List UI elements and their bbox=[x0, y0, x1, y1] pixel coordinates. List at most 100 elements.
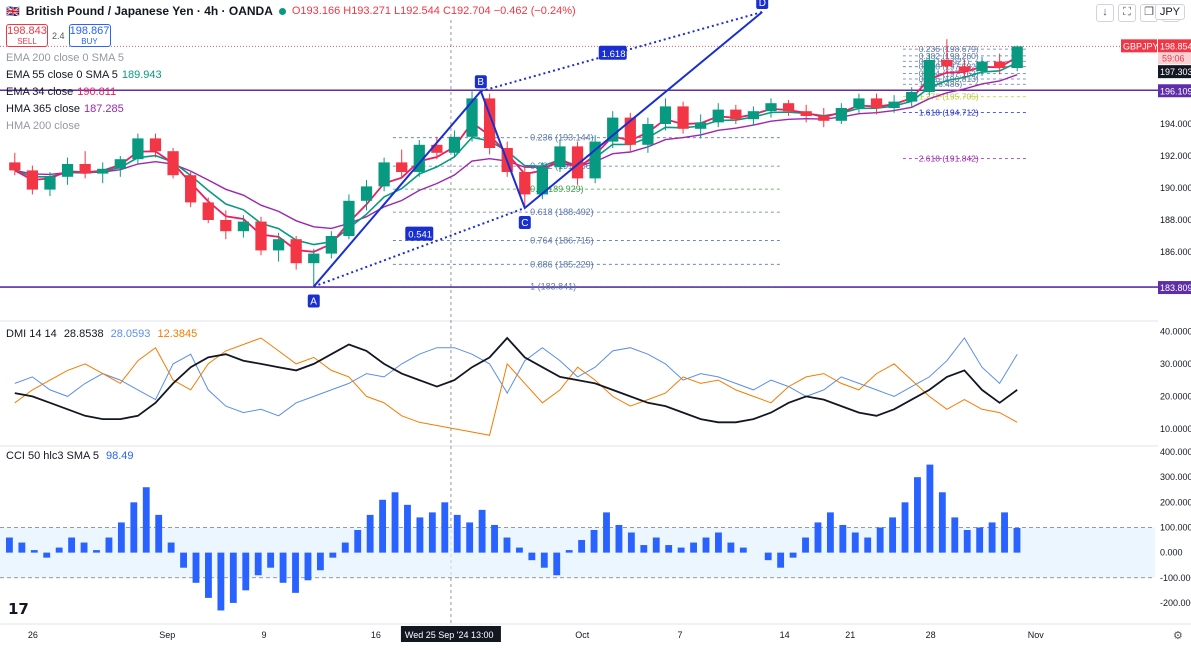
candle-body bbox=[800, 111, 812, 116]
candle bbox=[79, 151, 91, 179]
fib-extension-label: 0.618 (197.582) bbox=[919, 62, 979, 72]
legend-row[interactable]: EMA 55 close 0 SMA 5 189.943 bbox=[6, 69, 162, 81]
cci-bar bbox=[478, 509, 486, 553]
fib-extension-label: 0.236 (198.679) bbox=[919, 44, 979, 54]
candle bbox=[343, 194, 355, 240]
cci-bar bbox=[68, 537, 76, 553]
cci-bar bbox=[826, 512, 834, 553]
candle-body bbox=[642, 124, 654, 145]
pattern-point-label: D bbox=[759, 0, 766, 9]
candle-body bbox=[888, 101, 900, 108]
cci-bar bbox=[192, 552, 200, 583]
arrow-down-icon[interactable]: ↓ bbox=[1096, 4, 1114, 22]
cci-bar bbox=[105, 537, 113, 553]
expand-icon[interactable]: ⛶ bbox=[1118, 4, 1136, 22]
candle bbox=[870, 93, 883, 115]
cci-bar bbox=[926, 464, 934, 553]
candle-body bbox=[993, 61, 1006, 68]
cci-bar bbox=[43, 552, 51, 558]
cci-bar bbox=[727, 542, 735, 553]
cci-bar bbox=[777, 552, 785, 568]
restore-icon[interactable]: ❐ bbox=[1140, 4, 1158, 22]
pattern-point-label: B bbox=[477, 77, 484, 88]
sell-button[interactable]: 198.843 SELL bbox=[6, 24, 48, 47]
candle-body bbox=[114, 159, 126, 169]
candle bbox=[325, 231, 337, 259]
cci-bar bbox=[254, 552, 262, 576]
cci-value: 98.49 bbox=[106, 450, 134, 462]
cci-bar bbox=[528, 552, 536, 561]
legend-value: 189.943 bbox=[121, 69, 162, 81]
bar-timer-label: 59:06 bbox=[1162, 53, 1185, 63]
candle-body bbox=[1011, 46, 1023, 68]
candle bbox=[272, 232, 285, 262]
candle-body bbox=[220, 220, 232, 232]
cci-tick-label: 300.000 bbox=[1160, 472, 1191, 482]
cci-bar bbox=[914, 477, 921, 553]
cci-bar bbox=[180, 552, 187, 568]
cci-bar bbox=[739, 547, 747, 553]
candle bbox=[554, 140, 566, 172]
candle-body bbox=[325, 236, 337, 254]
legend-row[interactable]: HMA 365 close 187.285 bbox=[6, 103, 124, 115]
legend-row[interactable]: EMA 34 close 190.811 bbox=[6, 86, 116, 98]
candle-body bbox=[26, 170, 39, 190]
cci-bar bbox=[851, 532, 859, 553]
cci-bar bbox=[889, 517, 897, 553]
cci-bar bbox=[802, 537, 809, 553]
symbol-label-box bbox=[1121, 39, 1157, 53]
cci-bar bbox=[279, 552, 287, 583]
fib-extension-label: 0.886 (196.813) bbox=[919, 74, 979, 84]
ema-34-line bbox=[14, 56, 1018, 253]
candle bbox=[677, 101, 689, 134]
dmi-plus-value: 28.0593 bbox=[110, 328, 151, 340]
legend-row[interactable]: HMA 200 close bbox=[6, 120, 80, 132]
candle bbox=[290, 236, 302, 270]
price-tick-label: 194.000 bbox=[1160, 119, 1191, 129]
legend-label: EMA 34 close bbox=[6, 86, 74, 98]
candle-body bbox=[185, 175, 197, 203]
cci-bar bbox=[938, 492, 946, 553]
candle-body bbox=[290, 239, 302, 264]
cci-bar bbox=[130, 502, 138, 553]
time-tick-label: Sep bbox=[159, 630, 175, 640]
candle-body bbox=[378, 162, 390, 187]
candle-body bbox=[431, 144, 443, 153]
cci-bar bbox=[453, 514, 461, 553]
fib-level-label: 0.886 (185.229) bbox=[530, 259, 594, 269]
legend-row[interactable]: EMA 200 close 0 SMA 5 bbox=[6, 52, 124, 64]
cci-bar bbox=[839, 524, 847, 553]
cci-bar bbox=[304, 552, 312, 581]
cci-bar bbox=[142, 487, 150, 553]
timer-box bbox=[1158, 52, 1191, 65]
candle bbox=[466, 91, 478, 142]
cci-bar bbox=[316, 552, 324, 571]
hma-365-line bbox=[14, 74, 1018, 230]
dmi-tick-label: 30.0000 bbox=[1160, 359, 1191, 369]
symbol-title[interactable]: British Pound / Japanese Yen · 4h · OAND… bbox=[25, 4, 273, 18]
cci-bar bbox=[677, 547, 685, 553]
price-tick-label: 190.000 bbox=[1160, 183, 1191, 193]
candle-body bbox=[97, 168, 109, 174]
cci-bar bbox=[976, 527, 984, 553]
time-tick-label: 14 bbox=[780, 630, 790, 640]
candle bbox=[906, 87, 918, 107]
cci-bar bbox=[441, 502, 449, 553]
cci-bar bbox=[963, 529, 971, 553]
candle-body bbox=[202, 202, 214, 220]
cci-tick-label: -200.000 bbox=[1160, 598, 1191, 608]
buy-button[interactable]: 198.867 BUY bbox=[68, 24, 111, 47]
last-price-box bbox=[1158, 39, 1191, 53]
candle bbox=[695, 114, 707, 139]
currency-label[interactable]: JPY bbox=[1154, 4, 1185, 20]
cci-bar bbox=[503, 537, 511, 553]
cci-bar bbox=[391, 492, 399, 553]
fib-extension-label: 2.618 (191.842) bbox=[919, 154, 979, 164]
cci-bar bbox=[292, 552, 299, 593]
candle-body bbox=[659, 106, 672, 124]
cci-bar bbox=[627, 532, 635, 553]
pattern-ratio-label: 0.541 bbox=[408, 230, 432, 241]
time-tick-label: 26 bbox=[28, 630, 38, 640]
settings-icon: ⚙ bbox=[1173, 630, 1183, 642]
